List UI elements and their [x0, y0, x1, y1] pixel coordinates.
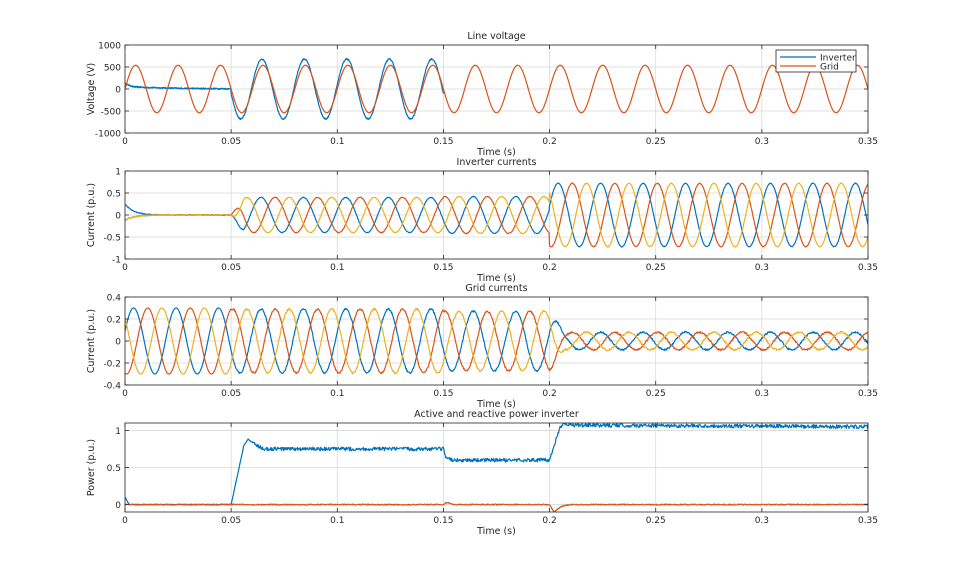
y-axis-label: Voltage (V) [86, 63, 97, 116]
series-inverter [125, 57, 445, 121]
x-tick-label: 0.15 [433, 516, 453, 526]
x-tick-label: 0.35 [858, 389, 878, 399]
x-tick-label: 0.3 [755, 516, 769, 526]
series-phase-1 [125, 182, 868, 248]
legend-label-inverter: Inverter [820, 54, 856, 64]
x-tick-label: 0 [122, 389, 128, 399]
x-tick-label: 0.1 [330, 516, 344, 526]
chart-title: Active and reactive power inverter [414, 409, 579, 420]
y-tick-label: 0 [115, 338, 121, 348]
x-tick-label: 0.2 [542, 137, 556, 147]
plot-data [125, 57, 868, 121]
x-tick-label: 0.2 [542, 263, 556, 273]
y-tick-label: -0.4 [103, 382, 121, 392]
series-phase-2 [125, 182, 868, 248]
x-tick-label: 0.35 [858, 263, 878, 273]
x-tick-label: 0.2 [542, 389, 556, 399]
y-tick-label: 0.5 [107, 464, 121, 474]
x-tick-label: 0.15 [433, 263, 453, 273]
series-phase-1 [125, 307, 868, 375]
x-tick-label: 0.25 [646, 263, 666, 273]
x-tick-label: 0.05 [221, 389, 241, 399]
x-axis-label: Time (s) [476, 147, 516, 158]
x-tick-label: 0 [122, 516, 128, 526]
x-axis-label: Time (s) [476, 273, 516, 284]
x-tick-label: 0.2 [542, 516, 556, 526]
series-phase-2 [125, 307, 868, 375]
chart-title: Inverter currents [457, 157, 537, 168]
y-tick-label: 1000 [98, 42, 121, 52]
series-reactive-power [125, 501, 868, 512]
x-tick-label: 0.3 [755, 389, 769, 399]
x-tick-label: 0.15 [433, 137, 453, 147]
y-tick-label: -0.5 [103, 234, 121, 244]
chart-3: 0 0.05 0.1 0.15 0.2 0.25 0.3 0.35 -0.4 -0.2 0 0.2 0.… [86, 283, 878, 410]
x-axis-label: Time (s) [476, 526, 516, 537]
x-tick-label: 0 [122, 263, 128, 273]
x-tick-label: 0.25 [646, 516, 666, 526]
y-axis-label: Current (p.u.) [86, 183, 97, 247]
y-tick-label: 0 [115, 212, 121, 222]
y-tick-label: 0.4 [107, 294, 122, 304]
y-tick-label: 0.2 [107, 316, 121, 326]
x-tick-label: 0.05 [221, 516, 241, 526]
chart-title: Line voltage [467, 31, 525, 42]
x-tick-label: 0.35 [858, 516, 878, 526]
x-tick-label: 0.35 [858, 137, 878, 147]
y-tick-label: -0.2 [103, 360, 121, 370]
y-tick-label: -1 [112, 256, 121, 266]
x-tick-label: 0.3 [755, 137, 769, 147]
y-axis-label: Power (p.u.) [86, 439, 97, 496]
y-tick-label: 0 [115, 86, 121, 96]
x-tick-label: 0.1 [330, 263, 344, 273]
x-tick-label: 0 [122, 137, 128, 147]
x-tick-label: 0.3 [755, 263, 769, 273]
series-phase-3 [125, 307, 868, 375]
plot-data [125, 423, 868, 512]
x-tick-label: 0.05 [221, 263, 241, 273]
chart-4: 0 0.05 0.1 0.15 0.2 0.25 0.3 0.35 0 0.5 1 Active an… [86, 409, 878, 537]
x-tick-label: 0.15 [433, 389, 453, 399]
x-tick-label: 0.1 [330, 389, 344, 399]
y-tick-label: -1000 [95, 130, 121, 140]
x-tick-label: 0.25 [646, 389, 666, 399]
y-axis-label: Current (p.u.) [86, 309, 97, 373]
legend-label-grid: Grid [820, 63, 839, 73]
y-tick-label: 1 [115, 427, 121, 437]
y-tick-label: 0.5 [107, 190, 121, 200]
chart-2: 0 0.05 0.1 0.15 0.2 0.25 0.3 0.35 -1 -0.5 0 0.5 1 Inv… [86, 157, 878, 284]
x-axis-label: Time (s) [476, 399, 516, 410]
chart-title: Grid currents [465, 283, 527, 294]
y-tick-label: 0 [115, 501, 121, 511]
series-phase-3 [125, 182, 868, 248]
plot-data [125, 307, 868, 375]
x-tick-label: 0.05 [221, 137, 241, 147]
x-tick-label: 0.25 [646, 137, 666, 147]
series-active-power [125, 423, 868, 506]
plot-data [125, 182, 868, 248]
y-tick-label: 500 [104, 64, 121, 74]
x-tick-label: 0.1 [330, 137, 344, 147]
y-tick-label: 1 [115, 168, 121, 178]
y-tick-label: -500 [101, 108, 122, 118]
series-grid [125, 64, 868, 114]
